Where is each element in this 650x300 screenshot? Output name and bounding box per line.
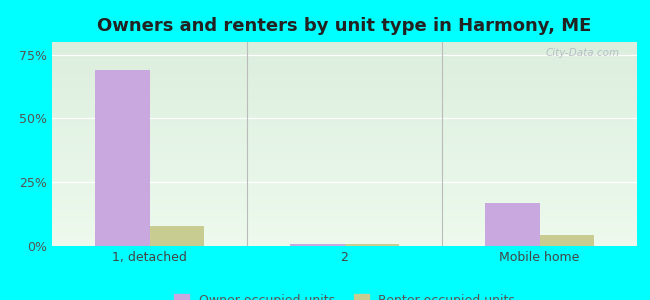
Bar (344, 244, 399, 246)
Bar (95, 70, 150, 246)
Legend: Owner occupied units, Renter occupied units: Owner occupied units, Renter occupied un… (168, 289, 521, 300)
Title: Owners and renters by unit type in Harmony, ME: Owners and renters by unit type in Harmo… (98, 17, 592, 35)
Bar (150, 226, 204, 246)
Text: City-Data.com: City-Data.com (545, 48, 619, 58)
Bar (540, 235, 594, 246)
Bar (485, 203, 540, 246)
Bar (290, 244, 344, 246)
